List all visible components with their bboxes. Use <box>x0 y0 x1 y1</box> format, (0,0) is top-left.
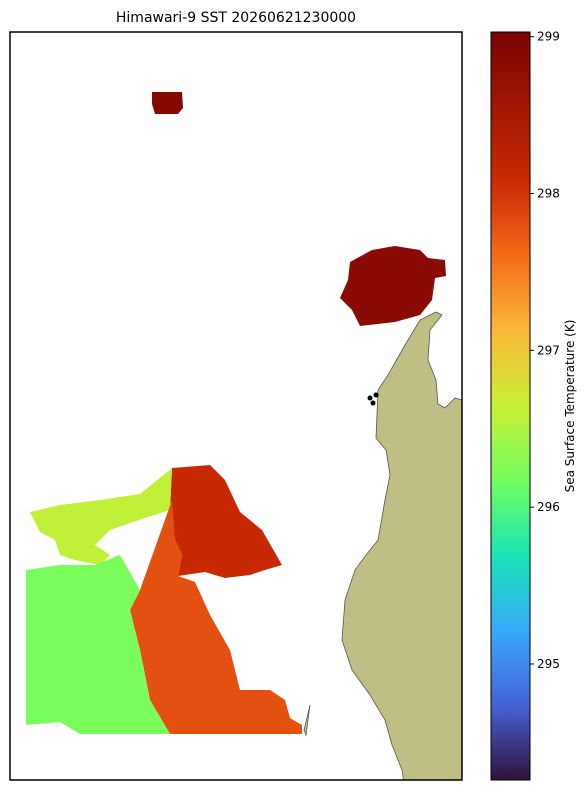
map-frame <box>9 31 463 781</box>
colorbar-tick-label: 297 <box>537 343 560 357</box>
colorbar-label: Sea Surface Temperature (K) <box>563 320 577 493</box>
island <box>367 395 373 401</box>
land <box>341 311 462 780</box>
colorbar-tick-label: 295 <box>537 657 560 671</box>
sst-region <box>30 468 172 565</box>
island <box>370 400 376 406</box>
colorbar-tick-label: 299 <box>537 30 560 44</box>
sst-region <box>130 500 302 734</box>
sst-region <box>26 555 170 734</box>
colorbar <box>490 31 531 781</box>
colorbar-tick-label: 296 <box>537 500 560 514</box>
title: Himawari-9 SST 20260621230000 <box>116 10 356 26</box>
sst-region <box>340 246 446 326</box>
islet <box>303 704 311 737</box>
sst-region <box>152 92 183 114</box>
map-area <box>26 92 462 780</box>
sst-region <box>170 465 282 578</box>
colorbar-tick-label: 298 <box>537 187 560 201</box>
island <box>373 392 379 398</box>
